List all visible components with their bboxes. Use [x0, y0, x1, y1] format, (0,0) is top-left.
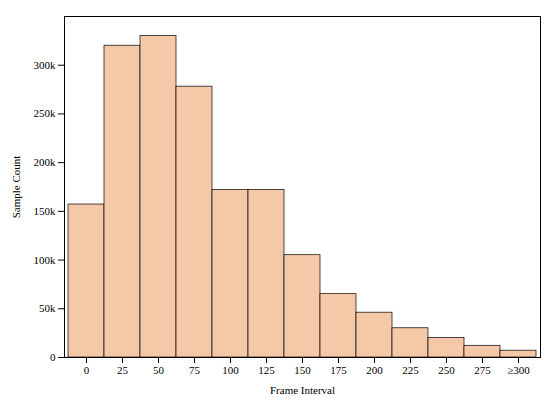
svg-text:0: 0	[84, 364, 90, 376]
svg-text:Sample Count: Sample Count	[10, 156, 22, 219]
svg-text:150k: 150k	[34, 205, 57, 217]
svg-text:250: 250	[438, 364, 455, 376]
svg-text:200k: 200k	[34, 156, 57, 168]
svg-text:300k: 300k	[34, 59, 57, 71]
svg-text:100: 100	[222, 364, 239, 376]
svg-text:275: 275	[474, 364, 491, 376]
svg-text:100k: 100k	[34, 254, 57, 266]
svg-text:50: 50	[153, 364, 165, 376]
svg-text:75: 75	[189, 364, 201, 376]
svg-text:150: 150	[294, 364, 311, 376]
svg-text:Frame Interval: Frame Interval	[270, 384, 335, 396]
svg-text:200: 200	[366, 364, 383, 376]
svg-text:25: 25	[117, 364, 129, 376]
svg-text:250k: 250k	[34, 107, 57, 119]
svg-text:175: 175	[330, 364, 347, 376]
svg-text:0: 0	[50, 351, 56, 363]
svg-text:125: 125	[258, 364, 275, 376]
svg-text:225: 225	[402, 364, 419, 376]
svg-text:≥300: ≥300	[507, 364, 530, 376]
svg-text:50k: 50k	[39, 302, 56, 314]
